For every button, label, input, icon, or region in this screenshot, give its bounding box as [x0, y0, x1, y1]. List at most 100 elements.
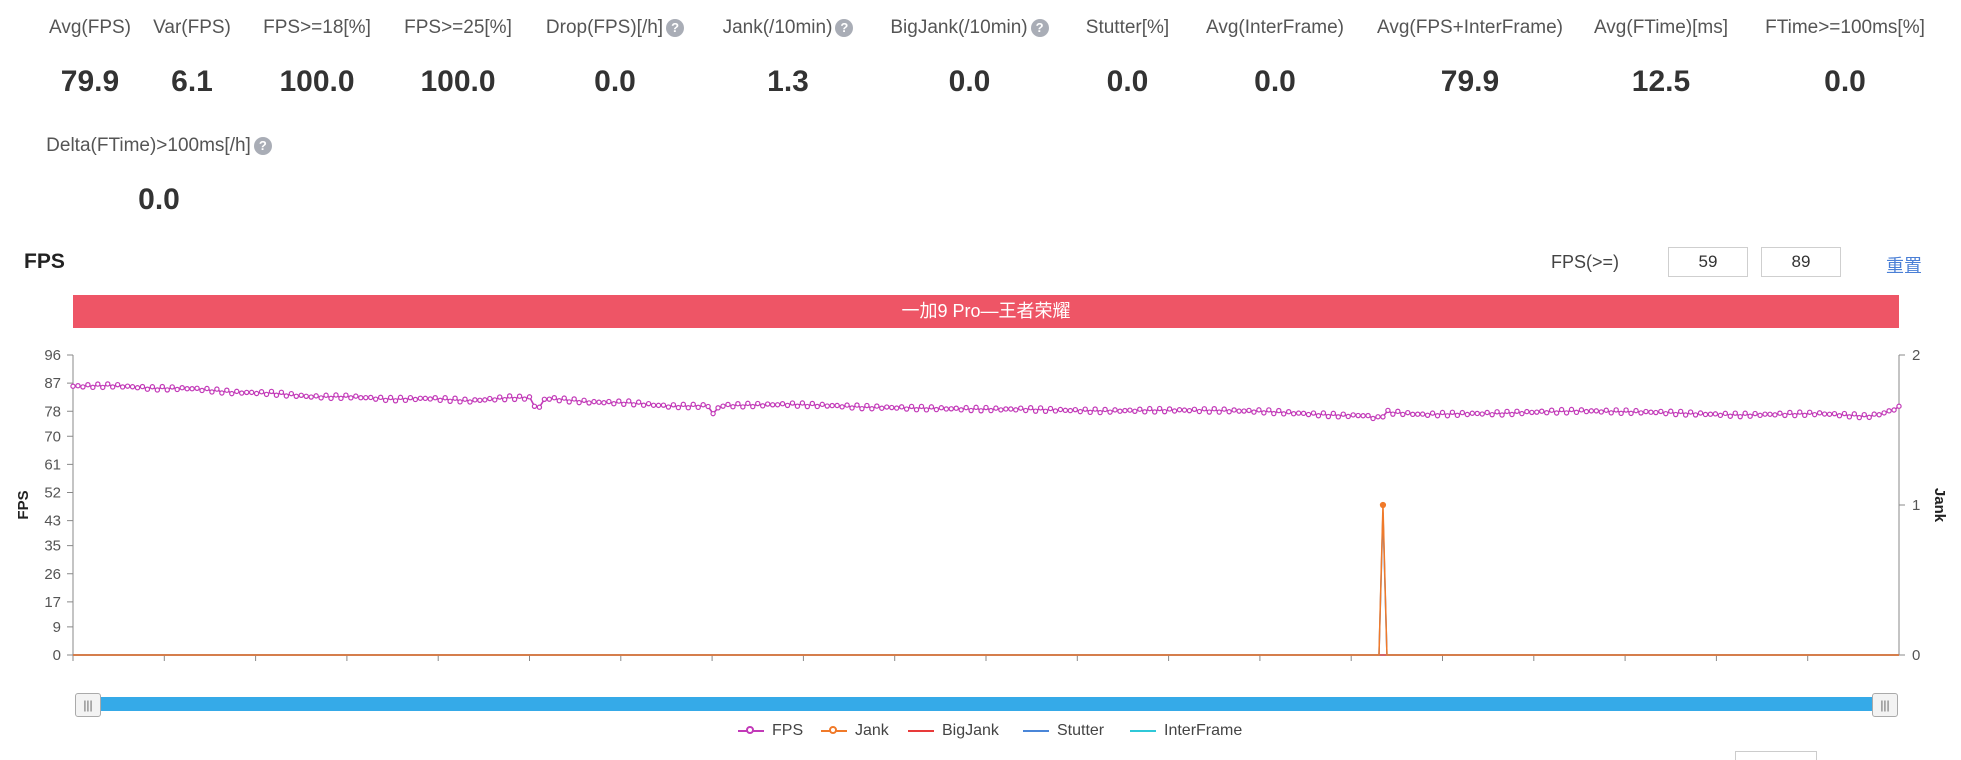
help-icon[interactable]: ?: [1030, 19, 1049, 37]
fps-point: [1201, 406, 1208, 412]
fps-point: [789, 400, 796, 406]
fps-point: [903, 406, 910, 412]
fps-point: [784, 402, 791, 409]
fps-point: [258, 389, 265, 395]
x-tick-label: 05:22: [1332, 669, 1370, 670]
fps-point: [1806, 409, 1813, 415]
fps-point: [829, 402, 835, 409]
stat-label: FPS>=25[%]: [404, 17, 512, 38]
fps-point: [90, 384, 96, 391]
fps-point: [1226, 409, 1232, 415]
fps-legend-icon: [738, 724, 764, 738]
fps-point: [1241, 408, 1247, 414]
fps-point: [462, 396, 468, 402]
fps-point: [1866, 414, 1872, 421]
stat-value: 0.0: [594, 65, 636, 98]
fps-point: [526, 394, 533, 400]
fps-point: [497, 394, 503, 400]
stat-label: Avg(FTime)[ms]: [1593, 17, 1729, 38]
fps-point: [1846, 414, 1853, 420]
help-icon[interactable]: ?: [835, 19, 854, 37]
fps-point: [571, 396, 577, 402]
fps-point: [1216, 409, 1222, 415]
fps-point: [313, 393, 319, 399]
fps-point: [179, 384, 185, 391]
fps-point: [1340, 411, 1346, 417]
fps-point: [1047, 405, 1054, 412]
fps-point: [779, 401, 786, 407]
chart-banner: 一加9 Pro—王者荣耀: [73, 295, 1899, 328]
fps-point: [819, 401, 825, 408]
fps-point: [561, 395, 567, 401]
fps-point: [1330, 410, 1337, 417]
fps-point: [358, 395, 364, 401]
fps-point: [1022, 407, 1029, 414]
x-tick-label: 07:17: [1789, 669, 1827, 670]
fps-point: [1792, 412, 1798, 419]
fps-point: [1305, 411, 1312, 418]
fps-point: [670, 402, 677, 408]
fps-point: [1147, 405, 1153, 412]
zoom-slider-handle-left[interactable]: |||: [75, 693, 101, 717]
stat-value: 79.9: [1440, 65, 1500, 98]
fps-filter: FPS(>=) 重置: [1461, 247, 1961, 279]
fps-point: [665, 404, 672, 410]
fps-point: [437, 397, 443, 404]
fps-point: [769, 402, 776, 408]
y-tick-label: 9: [53, 619, 61, 636]
stutter-legend-icon: [1023, 724, 1049, 738]
fps-point: [750, 403, 756, 410]
legend-item-fps[interactable]: FPS: [738, 722, 803, 740]
x-tick-label: 01:32: [419, 669, 457, 670]
fps-point: [566, 399, 572, 405]
fps-point: [1400, 411, 1406, 418]
legend-item-stutter[interactable]: Stutter: [1023, 722, 1104, 740]
help-icon[interactable]: ?: [666, 19, 685, 37]
jank-point: [1379, 501, 1387, 509]
help-icon[interactable]: ?: [253, 137, 272, 155]
stat-value: 100.0: [279, 65, 355, 98]
fps-point: [844, 402, 850, 408]
stat-label: BigJank(/10min)?: [887, 17, 1052, 39]
reset-button[interactable]: 重置: [1886, 256, 1922, 276]
fps-point: [263, 391, 270, 398]
fps-point: [1092, 406, 1098, 412]
y-tick-label: 96: [44, 347, 61, 364]
fps-point: [1320, 410, 1327, 416]
legend-item-bigjank[interactable]: BigJank: [908, 722, 999, 740]
fps-point: [105, 381, 111, 387]
fps-point: [239, 390, 245, 396]
legend-item-interframe[interactable]: InterFrame: [1130, 722, 1242, 740]
fps-point: [1881, 410, 1887, 416]
fps-point: [1514, 408, 1520, 414]
fps-point: [368, 394, 374, 401]
fps-point: [938, 405, 945, 411]
fps-point: [1702, 411, 1709, 418]
fps-point: [1231, 407, 1237, 413]
fps-point: [452, 395, 458, 401]
fps-point: [874, 403, 880, 409]
fps-point: [1390, 411, 1396, 417]
fps-low-input[interactable]: [1668, 247, 1748, 277]
fps-point: [1003, 406, 1009, 412]
fps-point: [973, 404, 979, 411]
fps-point: [1137, 406, 1143, 412]
fps-point: [1722, 410, 1729, 417]
fps-point: [1276, 407, 1282, 414]
stat-delta-ftime: Delta(FTime)>100ms[/h]? 0.0: [44, 135, 274, 217]
fps-point: [80, 384, 86, 390]
stat-label: FTime>=100ms[%]: [1765, 17, 1925, 38]
fps-point: [1266, 407, 1272, 413]
fps-high-input[interactable]: [1761, 247, 1841, 277]
legend-item-jank[interactable]: Jank: [821, 722, 889, 740]
y2-tick-label: 0: [1912, 647, 1920, 664]
fps-point: [720, 403, 726, 409]
fps-point: [918, 403, 925, 410]
fps-point: [1166, 406, 1173, 412]
fps-point: [1757, 412, 1763, 419]
fps-point: [472, 397, 478, 403]
fps-point: [898, 404, 905, 410]
zoom-slider-handle-right[interactable]: |||: [1872, 693, 1898, 717]
zoom-slider-track[interactable]: [84, 697, 1884, 711]
fps-point: [467, 399, 473, 405]
